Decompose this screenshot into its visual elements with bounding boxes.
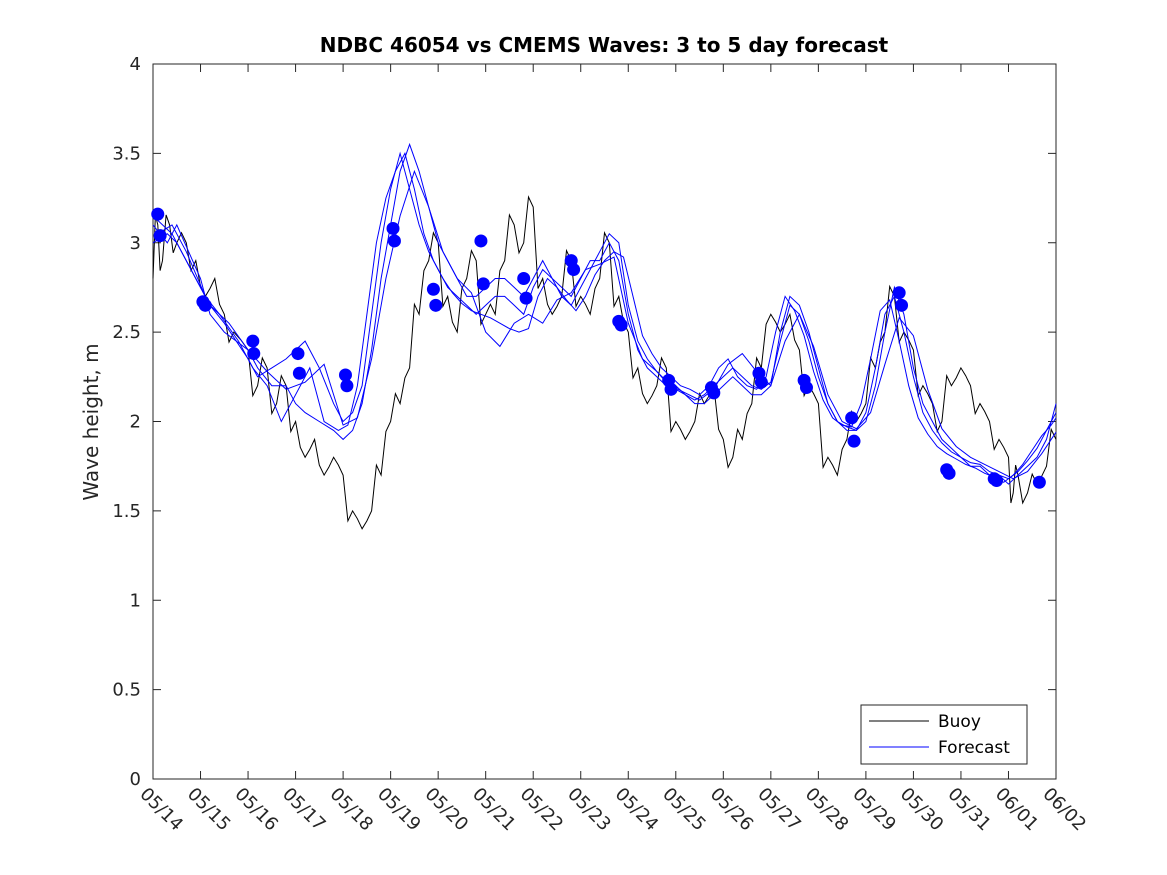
forecast-marker: [247, 347, 261, 361]
forecast-series-line-1: [152, 142, 1057, 485]
forecast-marker: [895, 298, 909, 312]
y-tick-label: 3: [130, 233, 141, 254]
forecast-marker: [1032, 475, 1046, 489]
chart-title: NDBC 46054 vs CMEMS Waves: 3 to 5 day fo…: [320, 33, 889, 57]
forecast-marker: [151, 207, 165, 221]
forecast-marker: [246, 334, 260, 348]
y-tick-label: 0: [130, 769, 141, 790]
forecast-marker: [338, 368, 352, 382]
forecast-marker: [754, 375, 768, 389]
forecast-marker: [519, 291, 533, 305]
forecast-marker: [429, 298, 443, 312]
buoy-series-line: [152, 195, 1057, 530]
y-tick-label: 2.5: [112, 322, 141, 343]
forecast-marker: [799, 381, 813, 395]
forecast-marker: [517, 272, 531, 285]
legend-box: [860, 704, 1028, 765]
forecast-marker: [707, 386, 721, 400]
legend-forecast-label: Forecast: [938, 738, 1010, 758]
axes-box: [152, 63, 1057, 780]
legend: Buoy Forecast: [860, 704, 1028, 765]
forecast-marker: [892, 286, 906, 300]
forecast-marker: [426, 282, 440, 296]
forecast-marker: [340, 379, 354, 393]
forecast-marker: [292, 366, 306, 380]
forecast-marker: [291, 347, 305, 361]
forecast-marker: [198, 298, 212, 312]
y-tick-label: 1.5: [112, 501, 141, 522]
forecast-marker: [942, 466, 956, 480]
forecast-marker: [567, 263, 581, 277]
forecast-marker: [664, 382, 678, 396]
y-tick-label: 1: [130, 590, 141, 611]
forecast-series-line-4: [152, 169, 1057, 480]
forecast-marker: [387, 234, 401, 248]
y-tick-label: 4: [130, 54, 141, 75]
y-tick-label: 3.5: [112, 143, 141, 164]
forecast-marker: [847, 434, 861, 448]
forecast-marker: [474, 234, 488, 248]
forecast-marker: [845, 411, 859, 425]
y-tick-label: 2: [130, 412, 141, 433]
forecast-marker: [476, 277, 490, 291]
forecast-marker: [386, 221, 400, 235]
legend-buoy-label: Buoy: [938, 712, 981, 732]
y-tick-label: 0.5: [112, 680, 141, 701]
forecast-marker: [153, 229, 167, 243]
forecast-marker: [990, 473, 1004, 487]
forecast-series-line-3: [157, 152, 1057, 483]
y-axis-label: Wave height, m: [79, 343, 103, 500]
forecast-marker: [614, 318, 628, 332]
